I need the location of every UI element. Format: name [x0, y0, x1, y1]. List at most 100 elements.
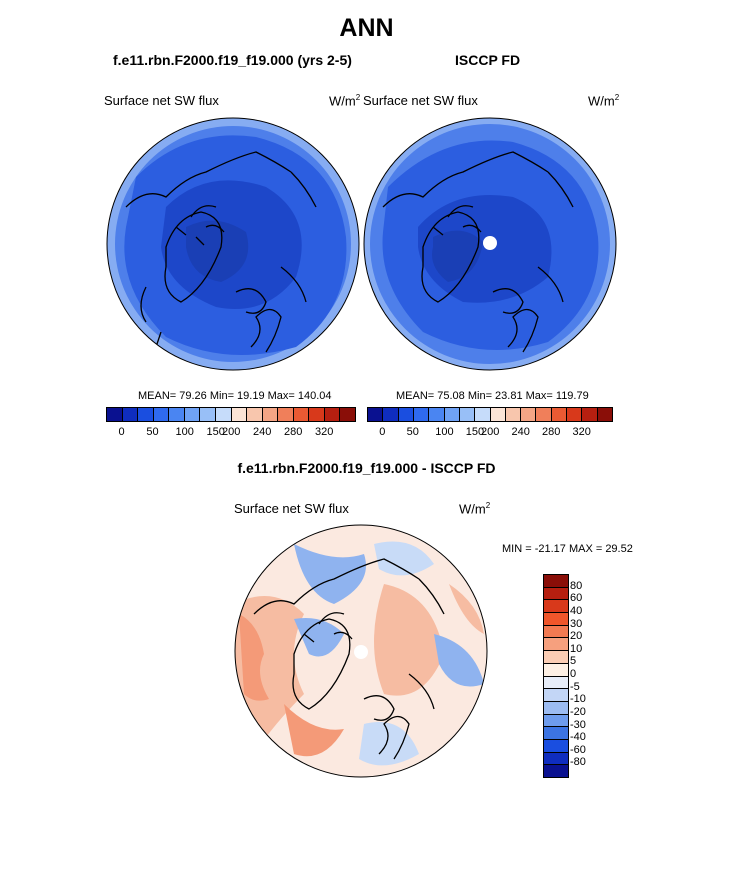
right-colorbar-ticks: 0 50 100 150 200 240 280 320 [367, 426, 613, 440]
colorbar-tick-label: 280 [542, 426, 561, 438]
colorbar-swatch [398, 408, 414, 421]
colorbar-tick-label: 5 [570, 655, 577, 668]
colorbar-tick-label: 150 [206, 426, 225, 438]
right-polar-map [363, 117, 617, 371]
diff-polar-map [234, 524, 488, 778]
colorbar-swatch [544, 714, 568, 728]
colorbar-swatch [475, 408, 491, 421]
colorbar-swatch [544, 613, 568, 626]
diff-units-label: W/m2 [459, 501, 491, 517]
left-stats: MEAN= 79.26 Min= 19.19 Max= 140.04 [138, 390, 332, 402]
colorbar-swatch [505, 408, 522, 421]
right-panel-title: ISCCP FD [455, 52, 521, 68]
colorbar-tick-label: -40 [570, 731, 586, 744]
left-variable-label: Surface net SW flux [104, 93, 219, 108]
colorbar-swatch [544, 765, 568, 777]
colorbar-swatch [200, 408, 216, 421]
colorbar-tick-label: 50 [406, 426, 419, 438]
colorbar-swatch [536, 408, 552, 421]
colorbar-tick-label: -5 [570, 680, 580, 693]
colorbar-swatch [324, 408, 341, 421]
colorbar-swatch [544, 638, 568, 652]
diff-variable-label: Surface net SW flux [234, 501, 349, 516]
colorbar-swatch [413, 408, 430, 421]
colorbar-swatch [138, 408, 154, 421]
colorbar-tick-label: 0 [118, 426, 125, 438]
colorbar-tick-label: 100 [175, 426, 194, 438]
colorbar-swatch [169, 408, 185, 421]
colorbar-swatch [247, 408, 263, 421]
colorbar-swatch [567, 408, 583, 421]
colorbar-swatch [122, 408, 139, 421]
colorbar-tick-label: 280 [284, 426, 303, 438]
colorbar-swatch [544, 727, 568, 740]
colorbar-swatch [544, 689, 568, 702]
colorbar-swatch [544, 676, 568, 690]
left-polar-map [106, 117, 360, 371]
colorbar-tick-label: 200 [481, 426, 500, 438]
colorbar-swatch [262, 408, 279, 421]
colorbar-swatch [293, 408, 310, 421]
colorbar-swatch [429, 408, 445, 421]
colorbar-tick-label: 150 [465, 426, 485, 438]
colorbar-tick-label: 20 [570, 630, 583, 643]
right-stats: MEAN= 75.08 Min= 23.81 Max= 119.79 [396, 390, 589, 402]
diff-title: f.e11.rbn.F2000.f19_f19.000 - ISCCP FD [237, 460, 496, 476]
colorbar-swatch [278, 408, 294, 421]
colorbar-tick-label: 40 [570, 604, 583, 617]
colorbar-tick-label: 80 [570, 579, 583, 592]
colorbar-swatch [544, 701, 568, 715]
colorbar-tick-label: -60 [570, 743, 586, 756]
diff-pole-missing-data [354, 645, 368, 659]
colorbar-tick-label: -20 [570, 705, 586, 718]
colorbar-swatch [544, 625, 568, 639]
colorbar-tick-label: 240 [253, 426, 272, 438]
colorbar-swatch [490, 408, 506, 421]
colorbar-swatch [309, 408, 325, 421]
diff-colorbar-ticks: 80 60 40 30 20 10 5 0 -5 -10 -20 -30 -40 -60 -80 [570, 574, 610, 776]
colorbar-tick-label: 320 [315, 426, 334, 438]
colorbar-swatch [153, 408, 170, 421]
left-colorbar [106, 407, 356, 422]
colorbar-tick-label: 200 [222, 426, 241, 438]
colorbar-tick-label: 320 [572, 426, 591, 438]
left-colorbar-ticks: 0 50 100 150 200 240 280 320 [106, 426, 356, 440]
colorbar-swatch [521, 408, 537, 421]
colorbar-swatch [544, 739, 568, 753]
colorbar-swatch [544, 587, 568, 601]
colorbar-tick-label: 0 [379, 426, 386, 438]
colorbar-swatch [215, 408, 232, 421]
left-units-label: W/m2 [329, 93, 361, 109]
colorbar-swatch [544, 651, 568, 664]
page-title: ANN [339, 14, 394, 42]
colorbar-tick-label: 240 [511, 426, 530, 438]
right-variable-label: Surface net SW flux [363, 93, 478, 108]
colorbar-tick-label: 30 [570, 617, 583, 630]
colorbar-tick-label: -10 [570, 693, 586, 706]
colorbar-swatch [544, 600, 568, 614]
colorbar-swatch [597, 408, 612, 421]
colorbar-tick-label: 10 [570, 642, 583, 655]
right-units-label: W/m2 [588, 93, 620, 109]
colorbar-tick-label: -80 [570, 756, 586, 769]
diff-stats: MIN = -21.17 MAX = 29.52 [502, 543, 633, 555]
colorbar-tick-label: 0 [570, 668, 577, 680]
colorbar-swatch [444, 408, 460, 421]
colorbar-swatch [582, 408, 598, 421]
colorbar-swatch [107, 408, 123, 421]
colorbar-swatch [231, 408, 248, 421]
pole-missing-data [483, 236, 497, 250]
colorbar-swatch [544, 752, 568, 766]
diff-colorbar [543, 574, 569, 778]
colorbar-swatch [340, 408, 355, 421]
colorbar-tick-label: 60 [570, 592, 583, 605]
colorbar-swatch [383, 408, 399, 421]
colorbar-swatch [551, 408, 568, 421]
right-colorbar [367, 407, 613, 422]
left-panel-title: f.e11.rbn.F2000.f19_f19.000 (yrs 2-5) [113, 52, 352, 68]
colorbar-swatch [544, 575, 568, 588]
colorbar-swatch [459, 408, 476, 421]
colorbar-tick-label: 50 [146, 426, 159, 438]
colorbar-tick-label: -30 [570, 718, 586, 731]
colorbar-swatch [184, 408, 201, 421]
